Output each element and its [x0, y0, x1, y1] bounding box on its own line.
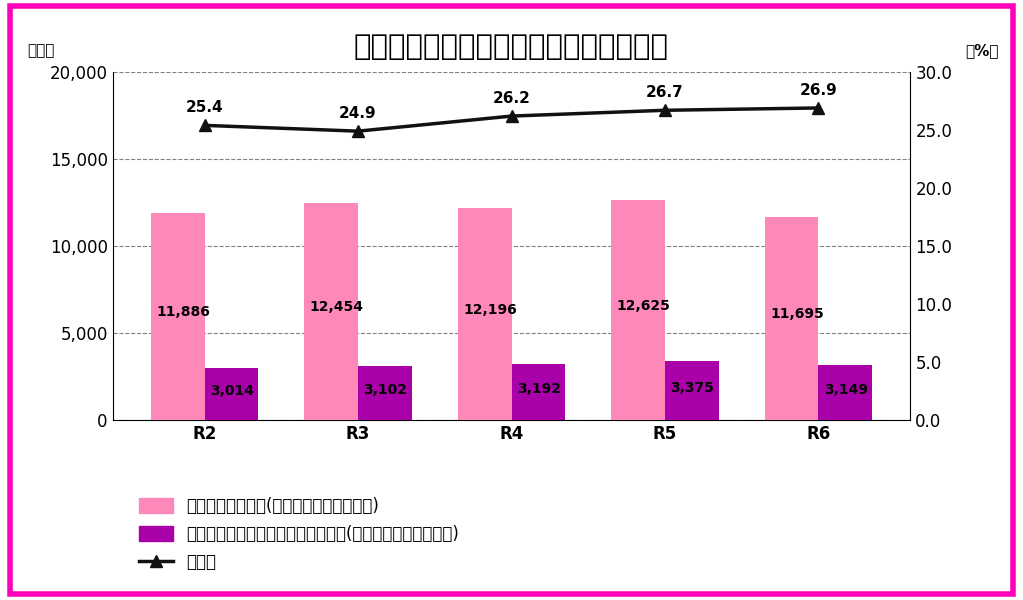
- Text: 3,014: 3,014: [210, 384, 254, 398]
- Text: （%）: （%）: [966, 43, 999, 58]
- Bar: [612, 200, 665, 420]
- Text: 12,454: 12,454: [310, 301, 364, 314]
- Text: 25.4: 25.4: [186, 100, 223, 115]
- Text: 26.9: 26.9: [800, 83, 837, 98]
- Bar: [818, 365, 873, 420]
- Title: 高齢運転者による交通人身事故発生状況: 高齢運転者による交通人身事故発生状況: [354, 34, 669, 61]
- Text: 3,375: 3,375: [670, 381, 714, 395]
- Text: 12,625: 12,625: [617, 299, 670, 313]
- Text: （件）: （件）: [27, 43, 54, 58]
- Text: 11,886: 11,886: [157, 305, 210, 319]
- Text: 12,196: 12,196: [463, 302, 517, 317]
- Bar: [205, 368, 258, 420]
- Text: 3,102: 3,102: [363, 383, 407, 397]
- Bar: [458, 208, 512, 420]
- Text: 3,149: 3,149: [824, 383, 868, 397]
- Text: 26.7: 26.7: [647, 85, 683, 100]
- Text: 26.2: 26.2: [492, 91, 531, 106]
- Bar: [665, 361, 719, 420]
- Text: 11,695: 11,695: [770, 307, 824, 321]
- Bar: [765, 217, 818, 420]
- Text: 24.9: 24.9: [340, 106, 376, 121]
- Text: 3,192: 3,192: [517, 382, 561, 397]
- Bar: [151, 213, 205, 420]
- Legend: 交通人身事故件数(第一当事者が原付以上), 高齢運転者による交通人身事故件数(第一当事者が原付以上), 構成率: 交通人身事故件数(第一当事者が原付以上), 高齢運転者による交通人身事故件数(第…: [131, 489, 468, 580]
- Bar: [358, 366, 411, 420]
- Bar: [512, 364, 566, 420]
- Bar: [305, 203, 358, 420]
